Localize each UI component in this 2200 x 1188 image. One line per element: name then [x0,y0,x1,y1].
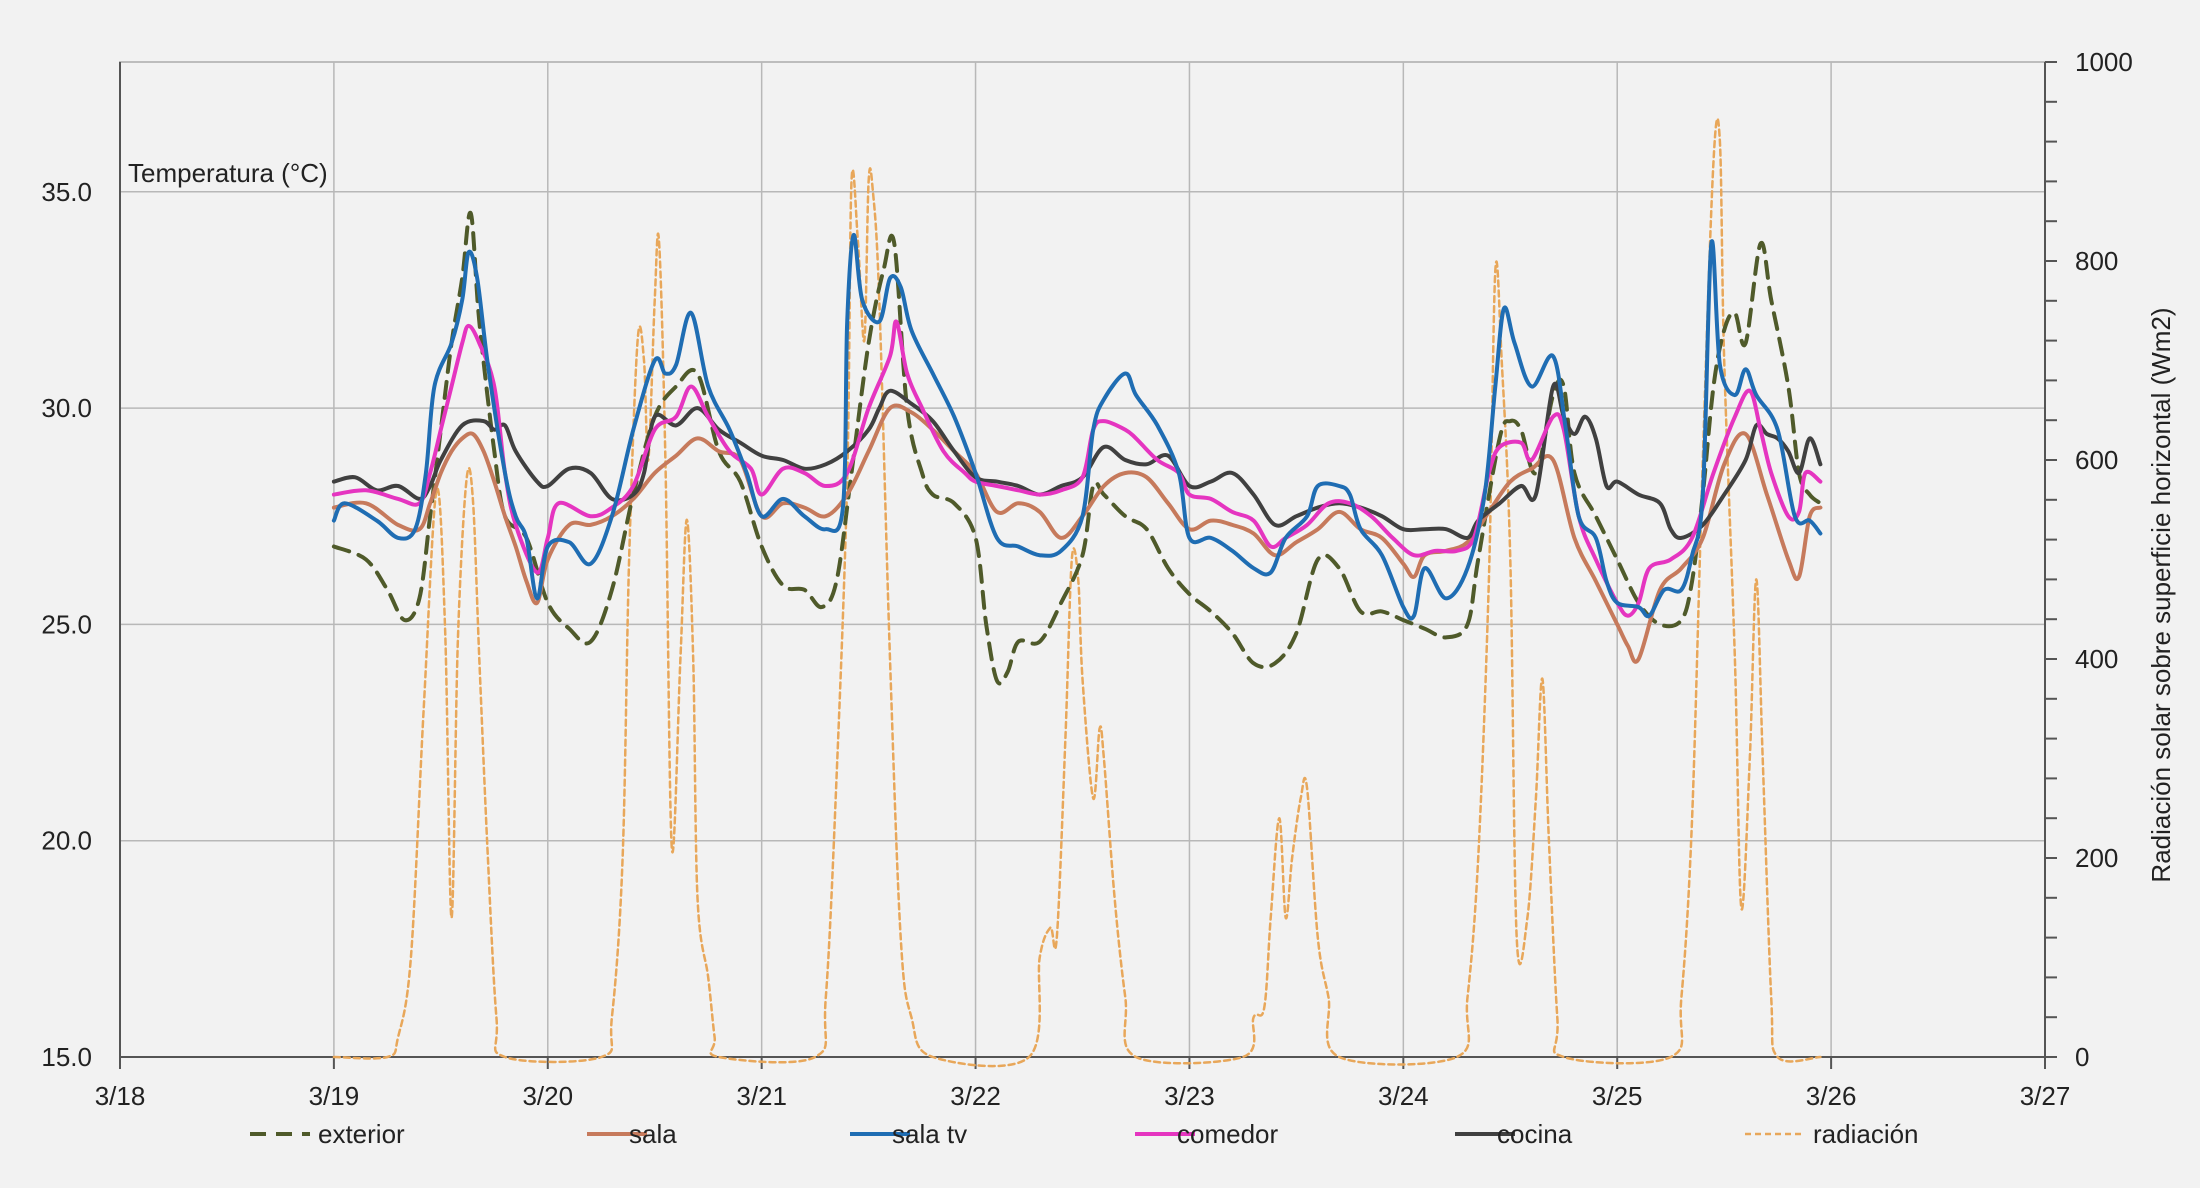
legend-label: cocina [1497,1119,1573,1149]
legend-label: sala tv [892,1119,967,1149]
series-line-radiación [332,117,1822,1068]
tick-labels: 3/18 3/19 3/20 3/21 3/22 3/23 3/24 3/25 3/26 3/27… [41,47,2132,1111]
x-tick-label: 3/19 [309,1081,360,1111]
x-tick-label: 3/22 [950,1081,1001,1111]
y-right-tick-label: 0 [2075,1042,2089,1072]
y-left-tick-label: 20.0 [41,826,92,856]
y-left-tick-label: 35.0 [41,177,92,207]
y-left-tick-label: 15.0 [41,1042,92,1072]
legend-label: exterior [318,1119,405,1149]
series-line-sala [331,403,1823,664]
y-left-tick-label: 30.0 [41,393,92,423]
x-tick-label: 3/25 [1592,1081,1643,1111]
y-right-tick-label: 400 [2075,644,2118,674]
series-line-sala-tv [331,232,1823,621]
x-tick-label: 3/18 [95,1081,146,1111]
legend: exterior sala sala tv comedor cocina radiació… [250,1119,1919,1149]
gridlines [119,61,2046,1058]
axes [119,61,2057,1069]
y-right-tick-label: 200 [2075,843,2118,873]
legend-label: radiación [1813,1119,1919,1149]
y-left-axis-title: Temperatura (°C) [128,158,328,188]
series-line-exterior [331,211,1823,686]
x-tick-label: 3/21 [736,1081,787,1111]
series-lines [331,117,1823,1068]
y-right-tick-label: 600 [2075,445,2118,475]
y-right-tick-label: 800 [2075,246,2118,276]
x-tick-label: 3/20 [522,1081,573,1111]
series-line-cocina [331,381,1823,540]
x-tick-label: 3/24 [1378,1081,1429,1111]
y-right-axis-title: Radiación solar sobre superficie horizon… [2146,307,2176,882]
x-tick-label: 3/26 [1806,1081,1857,1111]
x-tick-label: 3/23 [1164,1081,1215,1111]
plot-area [119,61,2046,1058]
legend-label: comedor [1177,1119,1278,1149]
legend-label: sala [629,1119,677,1149]
y-left-tick-label: 25.0 [41,609,92,639]
x-tick-label: 3/27 [2020,1081,2071,1111]
y-right-tick-label: 1000 [2075,47,2133,77]
